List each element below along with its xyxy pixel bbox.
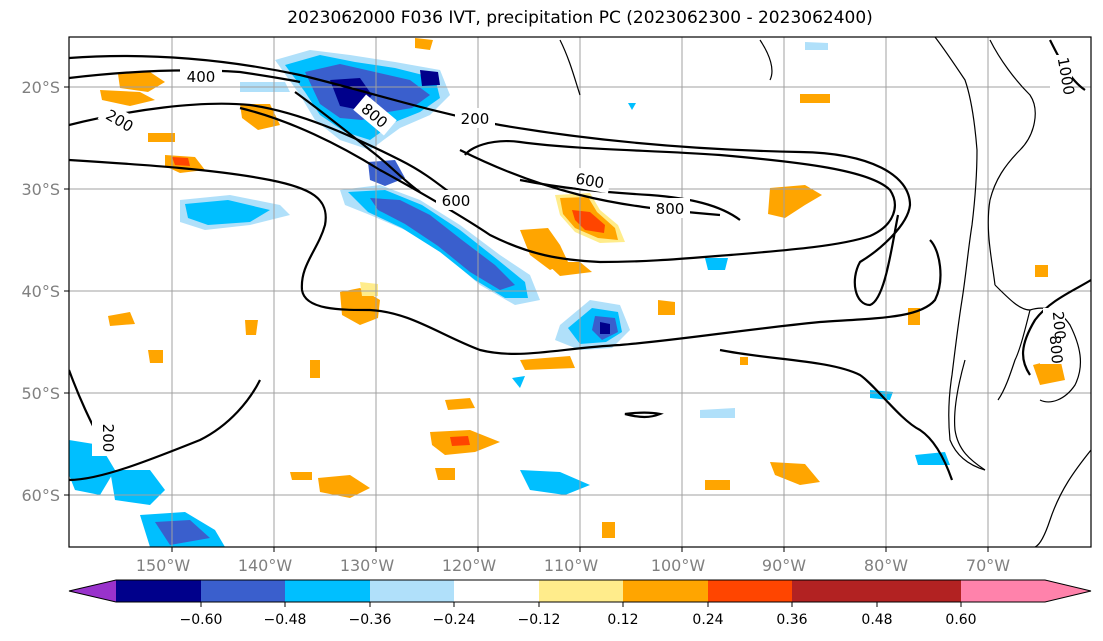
lon-label: 140°W (238, 556, 293, 575)
axis-ticks (64, 86, 989, 552)
colorbar: −0.60 −0.48 −0.36 −0.24 −0.12 0.12 0.24 … (68, 579, 1092, 628)
lat-label: 40°S (21, 282, 60, 301)
colorbar-tick-label: 0.60 (945, 612, 976, 628)
lon-label: 120°W (442, 556, 497, 575)
lon-label: 100°W (651, 556, 706, 575)
colorbar-tick-label: −0.60 (180, 612, 223, 628)
colorbar-segment (285, 580, 370, 602)
contour-label: 600 (574, 170, 605, 193)
lat-label: 60°S (21, 486, 60, 505)
colorbar-segment (370, 580, 454, 602)
colorbar-segment (623, 580, 708, 602)
colorbar-tick-label: 0.36 (776, 612, 807, 628)
lat-label: 30°S (21, 180, 60, 199)
contour-label: 200 (1049, 311, 1069, 341)
colorbar-segment (116, 580, 201, 602)
colorbar-segment (792, 580, 877, 602)
contour-label: 800 (1046, 335, 1066, 365)
colorbar-tick-label: −0.12 (518, 612, 561, 628)
contour-label: 400 (187, 68, 216, 86)
colorbar-tick-label: −0.36 (349, 612, 392, 628)
coastline (559, 37, 1091, 547)
colorbar-segment (454, 580, 539, 602)
colorbar-segment (539, 580, 623, 602)
map-title: 2023062000 F036 IVT, precipitation PC (2… (287, 8, 873, 28)
colorbar-segment (201, 580, 285, 602)
lon-label: 130°W (340, 556, 395, 575)
lat-label: 50°S (21, 384, 60, 403)
colorbar-segment (708, 580, 792, 602)
lon-label: 70°W (966, 556, 1010, 575)
lon-label: 110°W (544, 556, 599, 575)
precip-negative-anomalies (69, 42, 950, 547)
lat-label: 20°S (21, 78, 60, 97)
colorbar-tick-label: −0.24 (433, 612, 476, 628)
latitude-labels: 20°S 30°S 40°S 50°S 60°S (21, 78, 60, 505)
contour-label: 200 (99, 424, 117, 453)
contour-label: 800 (656, 200, 685, 218)
contour-label: 600 (442, 192, 471, 210)
colorbar-segment (877, 580, 961, 602)
colorbar-extend-left (69, 580, 116, 602)
longitude-labels: 150°W 140°W 130°W 120°W 110°W 100°W 90°W… (136, 556, 1010, 575)
colorbar-tick-label: 0.12 (607, 612, 638, 628)
colorbar-tick-label: −0.48 (264, 612, 307, 628)
lon-label: 90°W (762, 556, 806, 575)
colorbar-tick-label: 0.24 (692, 612, 723, 628)
colorbar-tick-label: 0.48 (861, 612, 892, 628)
contour-label: 200 (461, 110, 490, 128)
colorbar-segment (961, 580, 1045, 602)
precip-positive-anomalies (100, 38, 1065, 538)
colorbar-extend-right (1045, 580, 1091, 602)
lon-label: 150°W (136, 556, 191, 575)
ivt-contours (69, 39, 1091, 482)
lon-label: 80°W (864, 556, 908, 575)
